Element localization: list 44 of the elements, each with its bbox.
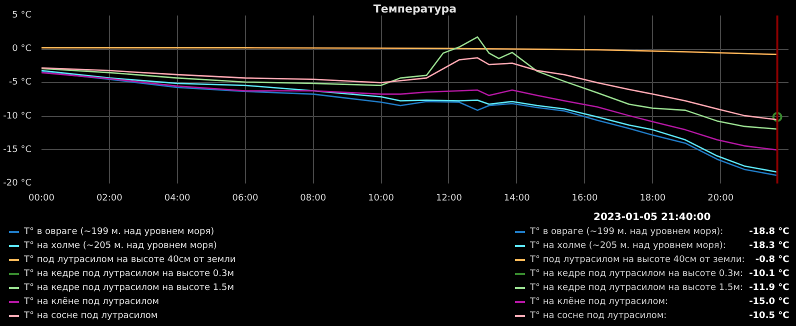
x-tick-label: 16:00 [572,194,598,204]
y-tick-label: -20 °C [3,178,32,188]
text: T° на кедре под лутрасилом на высоте 1.5м: [529,282,744,295]
text: -15.0 °C [748,296,790,309]
text: T° на холме (~205 м. над уровнем моря): [529,240,727,253]
text: T° в овраге (~199 м. над уровнем моря): [529,226,724,239]
x-tick-label: 20:00 [708,194,734,204]
text: T° под лутрасилом на высоте 40см от земли: [529,254,746,267]
line-series [42,36,778,130]
y-tick-label: -5 °C [8,78,32,88]
y-tick-label: 5 °C [12,10,32,20]
x-tick-label: 08:00 [300,194,326,204]
text: 2023-01-05 21:40:00 [592,211,712,225]
legend-label: T° на кедре под лутрасилом на высоте 0.3м [23,268,236,281]
x-tick-label: 10:00 [368,194,394,204]
text: T° на клёне под лутрасилом: [529,296,670,309]
x-tick-label: 00:00 [28,194,55,204]
legend-label: T° на кедре под лутрасилом на высоте 1.5м [23,282,236,295]
line-series [42,72,778,151]
legend-label: T° на сосне под лутрасилом [23,310,159,323]
x-tick-label: 18:00 [640,194,666,204]
text: -0.8 °C [754,254,790,267]
text: -10.5 °C [748,310,790,323]
x-tick-label: 04:00 [164,194,191,204]
text: -18.8 °C [748,226,790,239]
legend-label: T° на холме (~205 м. над уровнем моря) [23,240,218,253]
y-tick-label: 0 °C [12,44,32,54]
text: -11.9 °C [748,282,790,295]
text: -10.1 °C [748,268,790,281]
x-tick-label: 12:00 [436,194,462,204]
y-tick-label: -10 °C [3,111,32,122]
legend-label: T° на клёне под лутрасилом [23,296,160,309]
y-tick-label: -15 °C [3,144,32,155]
legend-label: T° в овраге (~199 м. над уровнем моря) [23,226,216,239]
legend-label: T° под лутрасилом на высоте 40см от земли [23,254,236,267]
text: -18.3 °C [748,240,790,253]
x-tick-label: 06:00 [232,194,258,204]
line-series [42,47,778,56]
line-series [42,57,778,120]
chart-title: Температура [373,2,457,16]
x-tick-label: 14:00 [504,194,530,204]
text: T° на кедре под лутрасилом на высоте 0.3м: [529,268,744,281]
text: T° на сосне под лутрасилом: [529,310,668,323]
x-tick-label: 02:00 [96,194,123,204]
